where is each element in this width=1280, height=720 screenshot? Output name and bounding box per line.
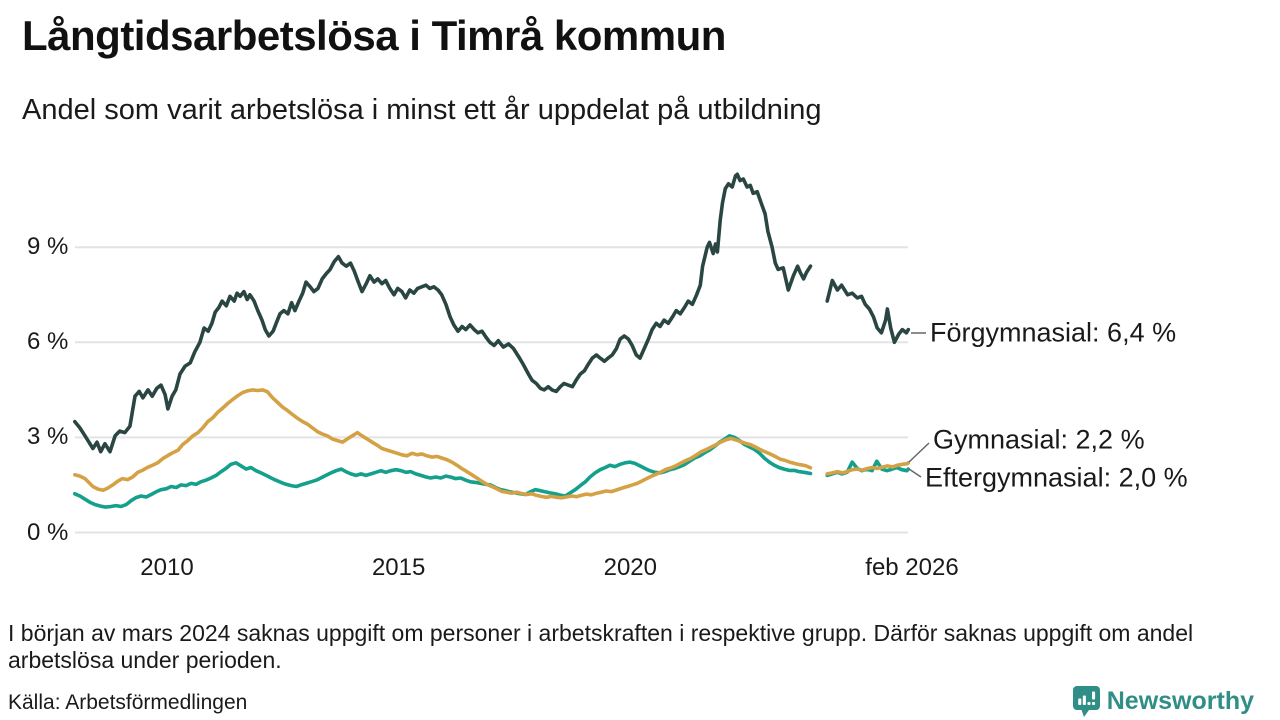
x-axis-tick-feb-2026: feb 2026 (865, 554, 959, 581)
chart-subtitle: Andel som varit arbetslösa i minst ett å… (22, 94, 822, 126)
y-axis-tick-0: 0 % (27, 518, 69, 546)
series-line-gymnasial-1 (825, 461, 911, 476)
x-axis-tick-2015: 2015 (371, 554, 426, 581)
newsworthy-logo-text: Newsworthy (1106, 687, 1254, 715)
label-leader-1 (908, 442, 930, 463)
x-axis-tick-2020: 2020 (603, 554, 657, 581)
source-credit: Källa: Arbetsförmedlingen (8, 691, 248, 714)
footnote: I början av mars 2024 saknas uppgift om … (8, 620, 1194, 673)
label-leader-2 (908, 468, 922, 478)
y-axis-tick-6: 6 % (27, 328, 69, 356)
page-title: Långtidsarbetslösa i Timrå kommun (22, 12, 726, 59)
series-label-eftergymnasial: Eftergymnasial: 2,0 % (925, 462, 1188, 493)
series-line-förgymnasial-0 (73, 172, 813, 454)
newsworthy-logo-icon (1072, 686, 1100, 717)
x-axis-tick-2010: 2010 (140, 554, 194, 581)
series-line-eftergymnasial-0 (73, 434, 813, 509)
series-line-förgymnasial-1 (825, 278, 911, 345)
y-axis-tick-9: 9 % (27, 233, 69, 261)
series-label-forgymnasial: Förgymnasial: 6,4 % (930, 317, 1177, 348)
y-axis-tick-3: 3 % (27, 423, 69, 451)
newsworthy-logo: Newsworthy (1072, 686, 1254, 717)
series-label-gymnasial: Gymnasial: 2,2 % (933, 424, 1145, 455)
series-line-gymnasial-0 (73, 388, 813, 500)
